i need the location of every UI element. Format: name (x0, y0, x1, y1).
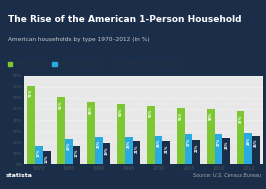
Bar (185, 134, 192, 164)
Text: statista: statista (5, 173, 32, 178)
Bar (103, 143, 110, 164)
Bar (237, 111, 244, 164)
Bar (57, 97, 65, 164)
Text: 28%: 28% (246, 137, 250, 145)
Bar (125, 137, 132, 164)
Text: 53%: 53% (149, 109, 153, 117)
Bar (207, 109, 215, 164)
Text: 47%: 47% (239, 115, 243, 123)
Text: 17%: 17% (74, 149, 79, 157)
Text: 25%: 25% (97, 140, 101, 148)
Text: 19%: 19% (105, 147, 109, 155)
Text: The Rise of the American 1-Person Household: The Rise of the American 1-Person Househ… (8, 15, 242, 24)
Bar (192, 140, 200, 164)
Bar (35, 146, 43, 164)
Text: Source: U.S. Census Bureau: Source: U.S. Census Bureau (193, 173, 261, 178)
Bar (95, 137, 103, 164)
Text: 22%: 22% (194, 143, 198, 152)
Bar (155, 136, 163, 164)
Bar (73, 146, 81, 164)
Text: 25%: 25% (127, 140, 131, 148)
Text: 23%: 23% (67, 142, 71, 150)
Bar (252, 136, 260, 164)
Bar (132, 141, 140, 164)
Text: 27%: 27% (217, 138, 221, 146)
Bar (163, 141, 170, 164)
Text: 24%: 24% (224, 141, 228, 149)
Text: 17%: 17% (37, 149, 41, 157)
Bar (147, 106, 155, 164)
Bar (117, 105, 125, 164)
Bar (215, 134, 222, 164)
Text: 56%: 56% (89, 106, 93, 114)
Text: 21%: 21% (134, 144, 139, 153)
Text: 21%: 21% (164, 144, 168, 153)
Text: 50%: 50% (209, 112, 213, 121)
Text: 61%: 61% (59, 100, 63, 108)
Legend: Married Couples, 1-Person Households, Other Multi-Person Households: Married Couples, 1-Person Households, Ot… (7, 62, 181, 66)
Text: American households by type 1970–2012 (in %): American households by type 1970–2012 (i… (8, 37, 150, 42)
Text: 26%: 26% (254, 139, 258, 147)
Text: 54%: 54% (119, 108, 123, 116)
Text: 51%: 51% (179, 111, 183, 119)
Text: 71%: 71% (29, 89, 33, 97)
Bar (27, 86, 35, 164)
Bar (43, 151, 51, 164)
Bar (65, 139, 73, 164)
Bar (222, 138, 230, 164)
Bar (244, 133, 252, 164)
Bar (87, 102, 95, 164)
Text: 27%: 27% (186, 138, 190, 146)
Bar (177, 108, 185, 164)
Text: 26%: 26% (157, 139, 161, 147)
Text: 12%: 12% (45, 154, 49, 163)
